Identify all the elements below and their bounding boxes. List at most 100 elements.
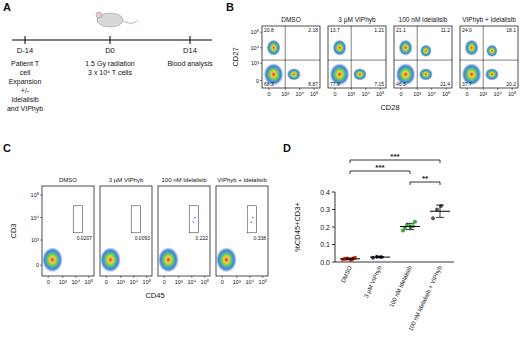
x-tick-label: 10³: [117, 279, 125, 285]
x-tick-label: 0: [163, 279, 166, 285]
y-tick-label: 10⁵: [31, 192, 39, 198]
gate: [131, 206, 140, 233]
error-cap: [436, 217, 444, 218]
quadrant-value: 20.2: [506, 81, 516, 87]
x-tick-label: 0: [267, 91, 270, 97]
density: [486, 45, 498, 57]
density: [485, 68, 499, 80]
quadrant-value: 11.2: [441, 27, 451, 33]
x-tick-label: 100 nM Idelalisib: [388, 264, 413, 308]
x-tick: [285, 88, 286, 90]
quadrant-value: 24.0: [462, 27, 472, 33]
event-text: Expansion: [9, 78, 42, 86]
quadrant-value: 37.7: [462, 81, 472, 87]
gate: [189, 206, 198, 233]
flow-plot-frame: [158, 186, 210, 276]
x-tick: [204, 276, 205, 278]
marks: [340, 204, 450, 262]
x-tick: [133, 276, 134, 278]
event-text: 1.5 Gy radiation: [85, 60, 135, 68]
x-tick-label: 10⁴: [188, 279, 197, 285]
event-text: cell: [20, 69, 31, 76]
quadrant-value: 8.87: [308, 81, 318, 87]
gate: [247, 206, 256, 233]
mouse-body: [97, 13, 123, 27]
x-tick: [380, 88, 381, 90]
panel-c: CCD3CD45DMSO0010³10³10⁴10⁴10⁵10⁵0.02073 …: [3, 142, 268, 300]
error-bar: [346, 258, 354, 260]
x-tick-label: 10³: [233, 279, 241, 285]
gate-value: 0.0207: [77, 235, 93, 241]
x-tick: [75, 276, 76, 278]
flow-plot-frame: [394, 26, 452, 88]
panel-letter: C: [3, 142, 11, 154]
event-text: Patient T: [11, 60, 40, 67]
density: [399, 40, 413, 56]
x-tick-label: 0: [47, 279, 50, 285]
x-tick-label: 10⁵: [310, 91, 318, 97]
x-tick-label: 10⁴: [427, 91, 436, 97]
plot-title: VIPhyb + Idelalisib: [217, 177, 267, 183]
x-tick: [334, 88, 335, 90]
x-tick: [106, 276, 107, 278]
x-tick: [236, 276, 237, 278]
quadrant-value: 20.8: [264, 27, 274, 33]
quadrant-value: 77.9: [330, 81, 340, 87]
quadrant-value: 21.4: [440, 81, 450, 87]
x-tick-label: 10⁵: [143, 279, 151, 285]
x-tick: [431, 88, 432, 90]
x-tick: [222, 276, 223, 278]
mouse-ear: [96, 12, 102, 18]
y-tick-label: 10⁴: [251, 45, 260, 51]
gate-value: 0.0093: [135, 235, 151, 241]
error-bar: [436, 205, 444, 217]
quadrant-value: 13.7: [330, 27, 340, 33]
mean-line: [370, 257, 390, 258]
x-tick-label: 10³: [479, 91, 487, 97]
gated-event: [252, 217, 254, 219]
timepoint-label: D-14: [17, 46, 33, 55]
event-text: +/-: [21, 87, 30, 94]
flow-plot-frame: [42, 186, 94, 276]
x-tick: [417, 88, 418, 90]
y-tick-label: 0: [36, 262, 39, 268]
x-tick-label: 10⁴: [72, 279, 81, 285]
x-tick-label: 10⁴: [361, 91, 370, 97]
quadrant-value: 1.21: [374, 27, 384, 33]
gated-event: [193, 221, 195, 223]
y-axis-label: CD3: [9, 223, 18, 238]
x-tick-label: 10⁵: [376, 91, 384, 97]
gated-event: [251, 221, 253, 223]
y-tick: [40, 195, 42, 196]
x-tick-label: 10⁵: [508, 91, 516, 97]
x-tick-label: 0: [399, 91, 402, 97]
error-bar: [406, 223, 414, 229]
x-tick-label: 10⁵: [259, 279, 267, 285]
y-tick-label: 10⁴: [31, 215, 40, 221]
quadrant-line: [394, 60, 452, 61]
quadrant-value: 46.3: [396, 81, 406, 87]
error-bar: [376, 257, 384, 258]
event-text: Blood analysis: [167, 60, 213, 68]
error-cap: [376, 256, 384, 257]
density: [420, 45, 432, 57]
flow-plot-frame: [216, 186, 268, 276]
gate-value: 0.338: [253, 235, 266, 241]
y-tick: [260, 47, 262, 48]
y-tick-label: 0.4: [320, 189, 330, 196]
y-tick-label: 0: [256, 78, 259, 84]
event-text: Idelalisib: [11, 96, 38, 103]
y-tick: [332, 244, 335, 245]
quadrant-line: [351, 26, 352, 88]
x-tick: [262, 276, 263, 278]
panel-letter: D: [283, 142, 291, 154]
y-tick: [40, 240, 42, 241]
quadrant-line: [262, 60, 320, 61]
quadrant-line: [460, 60, 518, 61]
timeline-tick: [25, 36, 26, 44]
data-point: [431, 216, 435, 220]
y-axis-label: CD27: [231, 47, 240, 66]
x-tick: [314, 88, 315, 90]
quadrant-value: 21.1: [396, 27, 406, 33]
x-tick-label: 10³: [347, 91, 355, 97]
